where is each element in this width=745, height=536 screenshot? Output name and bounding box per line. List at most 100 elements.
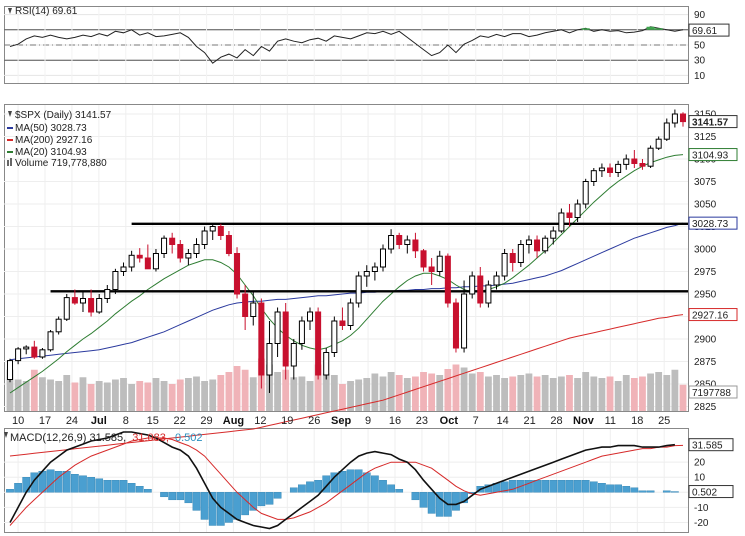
candle-body [315, 311, 322, 376]
candle-body [582, 181, 589, 205]
x-tick-label: 24 [66, 415, 78, 427]
macd-histogram-bar [298, 484, 306, 493]
candle-body [436, 255, 443, 273]
x-tick-label: Jul [91, 415, 107, 427]
volume-bar [160, 381, 168, 411]
volume-bar [525, 373, 533, 411]
x-tick-label: Sep [331, 415, 351, 427]
ma-value-box [688, 148, 738, 162]
price-marker-icon [8, 111, 12, 117]
volume-bar [355, 379, 363, 411]
candle-body [477, 275, 484, 304]
candle-body [242, 293, 249, 317]
candle-body [509, 253, 516, 263]
macd-histogram-bar [484, 484, 493, 493]
candle-body [550, 230, 557, 239]
price-tick-label: 3050 [694, 200, 717, 211]
macd-histogram-bar [622, 486, 631, 493]
candle-body [234, 253, 241, 295]
volume-value-label: 7197788 [692, 388, 731, 399]
macd-histogram-bar [241, 492, 249, 516]
candle-body [485, 284, 492, 304]
volume-bar [176, 379, 184, 411]
volume-bar [509, 376, 517, 411]
x-tick-label: 10 [12, 415, 24, 427]
macd-histogram-bar [330, 472, 339, 493]
rsi-title: RSI(14) 69.61 [8, 6, 78, 17]
price-tick-label: 2825 [694, 402, 717, 413]
macd-histogram-bar [216, 492, 225, 526]
volume-bar [103, 382, 111, 411]
volume-bars [6, 358, 687, 411]
volume-bar [614, 381, 622, 411]
volume-bar [79, 377, 87, 411]
candle-body [55, 318, 62, 333]
candle-body [161, 237, 168, 254]
volume-bar [493, 375, 500, 411]
rsi-value-label: 69.61 [692, 26, 717, 37]
volume-bar [322, 373, 330, 411]
volume-bar [460, 367, 468, 411]
candle-body [193, 244, 200, 254]
rsi-marker-icon [8, 8, 12, 14]
candle-body [23, 346, 30, 350]
volume-bar [679, 384, 687, 411]
candle-body [534, 239, 541, 252]
rsi-tick-label: 50 [694, 41, 706, 52]
legend-ma200: MA(200) 2927.16 [15, 135, 93, 146]
candle-body [177, 244, 184, 259]
candle-body [306, 311, 314, 322]
x-tick-label: 19 [281, 415, 293, 427]
macd-histogram-bar [452, 492, 460, 511]
macd-histogram-bar [233, 492, 241, 520]
ma-value-box [688, 216, 738, 230]
candle-body [671, 113, 678, 124]
macd-histogram-bar [135, 486, 144, 493]
macd-histogram-bar [346, 469, 355, 493]
macd-histogram-bar [549, 480, 558, 493]
volume-bar [395, 375, 403, 411]
macd-signal-line [9, 437, 684, 526]
moving-averages [9, 154, 684, 457]
volume-bar [549, 378, 557, 411]
legend-ma20: MA(20) 3104.93 [15, 147, 87, 158]
candle-body [79, 298, 86, 304]
rsi-tick-label: 10 [694, 71, 706, 82]
macd-series [6, 431, 684, 530]
volume-bar [184, 378, 192, 411]
volume-icon [7, 158, 12, 166]
rsi-overbought-fill [581, 28, 590, 30]
macd-title-text: MACD(12,26,9) 31.585, 31.083, 0.502 [10, 432, 203, 444]
macd-histogram-bar [289, 487, 298, 493]
candle-body [663, 122, 670, 140]
volume-bar [209, 379, 217, 411]
volume-bar [339, 384, 346, 411]
macd-histogram-bar [573, 480, 582, 493]
macd-histogram-bar [460, 492, 468, 504]
candle-body [323, 352, 330, 376]
support-resistance-lines [50, 222, 688, 293]
volume-bar [201, 381, 209, 411]
price-tick-label: 3000 [694, 245, 717, 256]
macd-histogram-bar [200, 492, 209, 520]
macd-histogram-bar [630, 487, 639, 493]
price-legend: $SPX (Daily) 3141.57 MA(50) 3028.73 MA(2… [7, 110, 112, 169]
macd-histogram-bar [103, 480, 112, 493]
volume-value-box [688, 385, 738, 399]
macd-histogram-bar [127, 483, 136, 493]
macd-histogram-bar [557, 480, 566, 493]
candle-body [31, 346, 38, 358]
candle-body [558, 212, 565, 232]
price-tick-label: 2875 [694, 357, 717, 368]
price-tick-label: 2850 [694, 380, 717, 391]
volume-bar [655, 372, 663, 411]
macd-histogram-bar [306, 481, 314, 493]
rsi-series [9, 26, 684, 64]
volume-bar [444, 369, 452, 411]
candle-body [590, 170, 597, 182]
candle-body [258, 302, 265, 376]
rsi-value-box [688, 23, 730, 37]
rsi-line [9, 26, 684, 64]
macd-histogram-bar [525, 480, 533, 493]
candle-body [152, 253, 159, 270]
